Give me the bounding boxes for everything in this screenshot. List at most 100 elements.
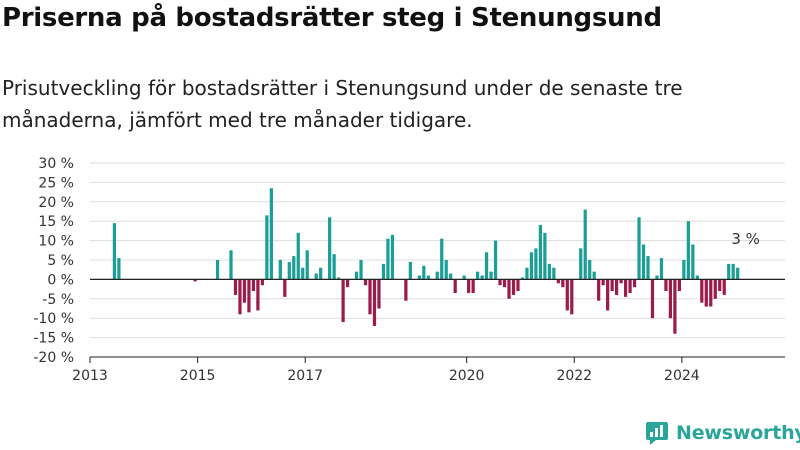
bar	[238, 279, 242, 315]
bar	[404, 279, 408, 301]
bar	[511, 279, 516, 295]
chart-subtitle: Prisutveckling för bostadsrätter i Stenu…	[2, 76, 683, 132]
bar	[359, 260, 363, 280]
bar	[117, 258, 121, 280]
bar	[713, 279, 717, 299]
y-tick-label: 30 %	[38, 156, 74, 172]
bar	[583, 209, 587, 280]
bar	[650, 279, 655, 319]
bar	[700, 279, 704, 303]
bar	[556, 279, 560, 284]
bar	[601, 279, 605, 286]
bar	[619, 279, 623, 284]
bar	[534, 248, 538, 280]
bar	[292, 256, 296, 280]
bar	[480, 275, 484, 280]
bar	[677, 279, 682, 292]
bar	[381, 263, 386, 280]
bar	[659, 258, 664, 280]
bar	[449, 273, 453, 280]
bar	[709, 279, 713, 307]
bar	[265, 215, 269, 280]
bar	[520, 277, 525, 280]
y-tick-label: 5 %	[47, 253, 74, 269]
y-tick-label: -20 %	[33, 350, 74, 366]
x-axis: 2013 2015 2017 2020 2022 2024	[72, 356, 785, 384]
bar	[597, 279, 601, 301]
bar	[242, 279, 247, 303]
y-tick-label: 25 %	[38, 175, 74, 191]
bar	[426, 275, 430, 280]
bar	[475, 271, 480, 280]
bar	[592, 271, 596, 280]
bar	[422, 265, 426, 280]
y-tick-label: -5 %	[42, 292, 74, 308]
newsworthy-logo[interactable]: Newsworthy	[644, 418, 800, 448]
latest-value-annotation: 3 %	[731, 230, 760, 248]
bar	[507, 279, 511, 299]
bar-chart: 30 % 25 % 20 % 15 % 10 % 5 % 0 % -5 % -10 % -15 %…	[33, 156, 785, 384]
y-tick-label: 0 %	[47, 272, 74, 288]
bar	[623, 279, 628, 297]
y-tick-label: 10 %	[38, 234, 74, 250]
bar	[547, 263, 551, 280]
bar	[305, 250, 309, 280]
bar	[440, 238, 444, 280]
bar	[467, 279, 471, 293]
bar	[646, 256, 650, 280]
x-tick-label: 2024	[664, 368, 700, 384]
bar	[453, 279, 457, 293]
bar	[588, 260, 592, 280]
bar	[233, 279, 238, 295]
bar	[314, 273, 318, 280]
bar	[637, 217, 641, 280]
bar	[682, 260, 686, 280]
bar	[502, 279, 507, 288]
bar	[628, 279, 632, 293]
bar	[435, 271, 439, 280]
bar	[493, 240, 498, 280]
x-tick-label: 2013	[72, 368, 108, 384]
bar	[328, 217, 332, 280]
bar	[301, 267, 305, 280]
newsworthy-logo-icon	[646, 422, 668, 445]
bar	[278, 260, 282, 280]
bar	[215, 260, 220, 280]
bar	[632, 279, 637, 288]
bar	[372, 279, 377, 326]
bar	[408, 261, 412, 280]
bar	[489, 271, 493, 280]
bar	[664, 279, 668, 292]
bar	[570, 279, 574, 315]
x-tick-label: 2017	[287, 368, 323, 384]
bar	[610, 279, 614, 292]
bar	[112, 223, 117, 280]
bar	[283, 279, 287, 297]
bar	[368, 279, 372, 315]
bar	[260, 279, 265, 286]
y-tick-label: 20 %	[38, 195, 74, 211]
bar	[614, 279, 619, 295]
bar	[704, 279, 708, 307]
bar	[471, 279, 475, 293]
bar	[641, 244, 646, 280]
bar	[686, 221, 690, 280]
bar	[538, 225, 543, 280]
bar	[296, 232, 300, 280]
bar	[386, 238, 390, 280]
bar	[462, 275, 466, 280]
bar	[484, 252, 489, 280]
bar	[319, 267, 323, 280]
bar	[390, 234, 395, 280]
bar	[673, 279, 677, 334]
bar	[193, 279, 197, 282]
y-tick-label: -15 %	[33, 331, 74, 347]
bar	[336, 277, 341, 280]
bar	[731, 263, 735, 280]
bar	[691, 244, 695, 280]
newsworthy-logo-text: Newsworthy	[676, 422, 800, 444]
bar	[695, 275, 699, 280]
bar	[444, 260, 448, 280]
bar	[668, 279, 673, 319]
bar	[287, 261, 291, 280]
